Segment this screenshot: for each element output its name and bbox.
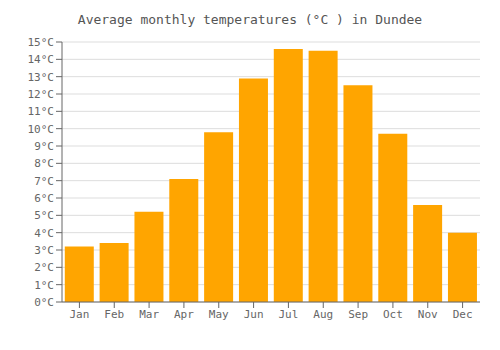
svg-text:Nov: Nov — [418, 308, 438, 321]
svg-text:Mar: Mar — [139, 308, 159, 321]
svg-text:1°C: 1°C — [34, 279, 54, 292]
svg-text:13°C: 13°C — [28, 71, 55, 84]
svg-text:4°C: 4°C — [34, 227, 54, 240]
svg-text:Feb: Feb — [104, 308, 124, 321]
svg-text:May: May — [209, 308, 229, 321]
svg-text:11°C: 11°C — [28, 105, 55, 118]
svg-text:3°C: 3°C — [34, 244, 54, 257]
svg-text:7°C: 7°C — [34, 175, 54, 188]
svg-text:5°C: 5°C — [34, 209, 54, 222]
svg-text:Jan: Jan — [69, 308, 89, 321]
svg-text:9°C: 9°C — [34, 140, 54, 153]
html-text:Average monthly temperatures (: Average monthly temperatures (°C ) in Du… — [77, 12, 423, 27]
svg-text:6°C: 6°C — [34, 192, 54, 205]
svg-text:Jun: Jun — [244, 308, 264, 321]
svg-text:Oct: Oct — [383, 308, 403, 321]
svg-text:Apr: Apr — [174, 308, 194, 321]
svg-text:8°C: 8°C — [34, 157, 54, 170]
svg-text:10°C: 10°C — [28, 123, 55, 136]
svg-text:0°C: 0°C — [34, 296, 54, 309]
svg-text:14°C: 14°C — [28, 53, 55, 66]
svg-text:12°C: 12°C — [28, 88, 55, 101]
svg-text:Sep: Sep — [348, 308, 368, 321]
svg-text:Jul: Jul — [278, 308, 298, 321]
svg-text:Dec: Dec — [453, 308, 473, 321]
svg-text:15°C: 15°C — [28, 36, 55, 49]
svg-text:2°C: 2°C — [34, 261, 54, 274]
svg-text:Aug: Aug — [313, 308, 333, 321]
